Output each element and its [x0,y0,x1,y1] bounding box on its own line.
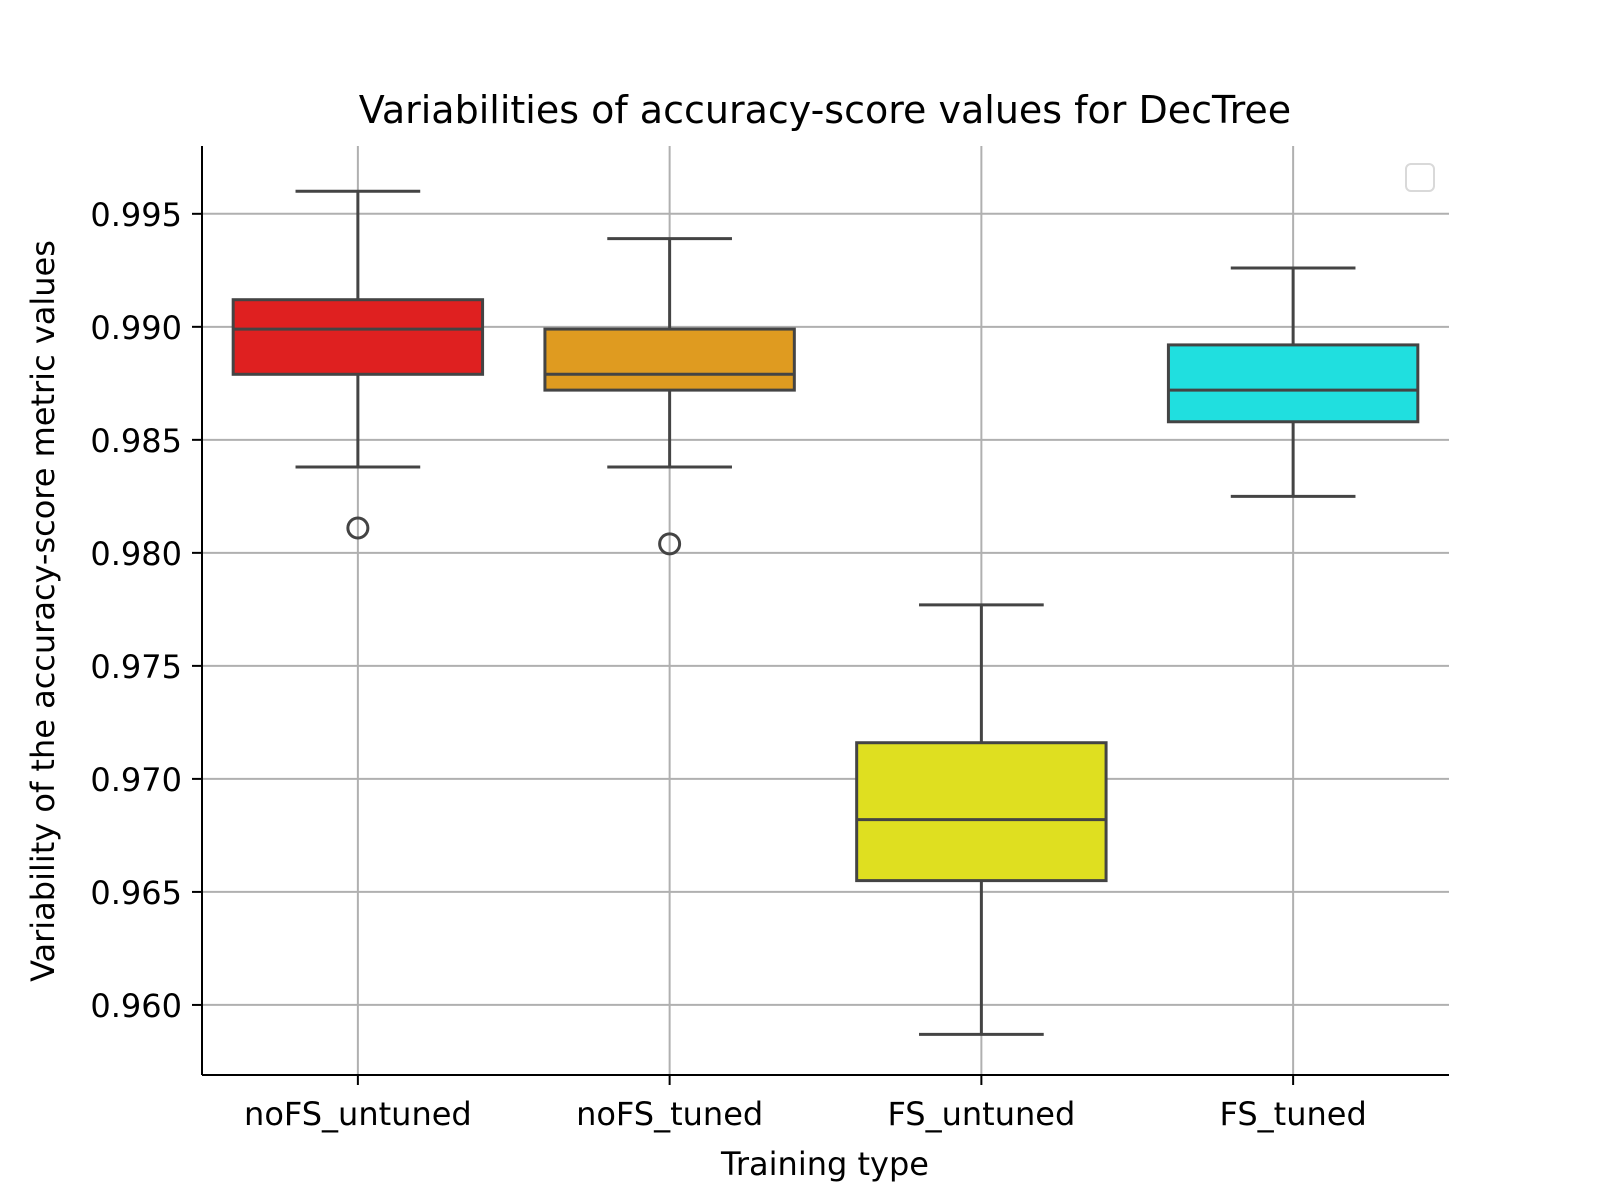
outlier-point [658,532,682,556]
iqr-box [543,327,796,392]
y-axis-label: Variability of the accuracy-score metric… [24,240,62,982]
iqr-box [855,741,1108,883]
axes [201,146,1449,1076]
box-noFS_untuned [231,189,485,540]
iqr-box [1166,343,1420,424]
y-tick-label: 0.985 [90,422,182,460]
y-tick-label: 0.960 [90,987,182,1025]
y-tick-label: 0.990 [90,309,182,347]
box-FS_untuned [855,603,1108,1036]
grid [202,146,1449,1075]
x-tick-label: noFS_tuned [576,1095,763,1133]
y-tick-label: 0.980 [90,535,182,573]
y-tick-label: 0.965 [90,874,182,912]
chart-title: Variabilities of accuracy-score values f… [359,88,1291,132]
boxes [231,189,1420,1036]
box-noFS_tuned [543,237,796,556]
ticks: 0.960 0.965 0.970 0.975 0.980 0.985 0.990 0.995… [90,196,1366,1133]
x-axis-label: Training type [720,1145,929,1183]
outlier-point [346,516,370,540]
y-tick-label: 0.975 [90,648,182,686]
y-tick-label: 0.995 [90,196,182,234]
y-tick-label: 0.970 [90,761,182,799]
legend-box [1405,163,1435,192]
iqr-box [231,298,485,376]
x-tick-label: noFS_untuned [244,1095,472,1133]
box-FS_tuned [1166,266,1420,498]
x-tick-label: FS_untuned [887,1095,1075,1133]
x-tick-label: FS_tuned [1219,1095,1366,1133]
